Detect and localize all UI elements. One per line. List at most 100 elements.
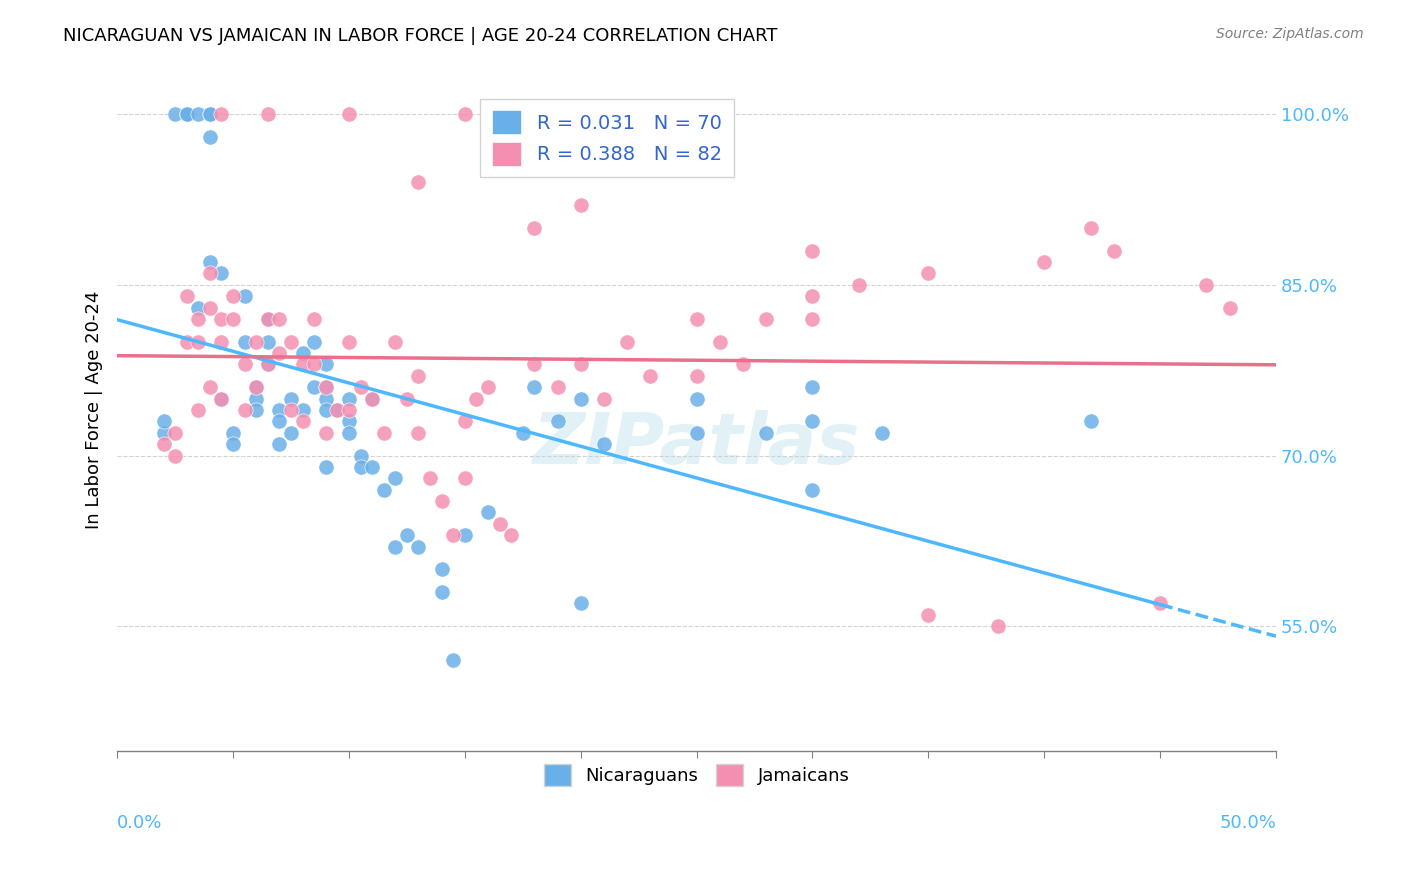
Point	[477, 505, 499, 519]
Point	[222, 312, 245, 326]
Text: NICARAGUAN VS JAMAICAN IN LABOR FORCE | AGE 20-24 CORRELATION CHART: NICARAGUAN VS JAMAICAN IN LABOR FORCE | …	[63, 27, 778, 45]
Point	[165, 425, 187, 440]
Point	[1219, 301, 1241, 315]
Point	[256, 312, 278, 326]
Point	[870, 425, 893, 440]
Point	[280, 392, 302, 406]
Point	[198, 107, 221, 121]
Point	[592, 437, 614, 451]
Point	[256, 358, 278, 372]
Point	[222, 437, 245, 451]
Point	[349, 380, 371, 394]
Point	[1102, 244, 1125, 258]
Point	[291, 358, 314, 372]
Text: Source: ZipAtlas.com: Source: ZipAtlas.com	[1216, 27, 1364, 41]
Point	[801, 414, 824, 428]
Point	[315, 403, 337, 417]
Point	[269, 346, 291, 360]
Point	[408, 175, 430, 189]
Point	[384, 471, 406, 485]
Point	[454, 107, 477, 121]
Point	[384, 540, 406, 554]
Text: 0.0%: 0.0%	[117, 814, 163, 832]
Point	[326, 403, 349, 417]
Point	[198, 129, 221, 144]
Point	[569, 392, 592, 406]
Point	[1149, 597, 1171, 611]
Point	[198, 255, 221, 269]
Point	[337, 392, 360, 406]
Point	[477, 380, 499, 394]
Point	[337, 414, 360, 428]
Point	[1195, 277, 1218, 292]
Point	[337, 425, 360, 440]
Point	[848, 277, 870, 292]
Point	[198, 107, 221, 121]
Point	[315, 459, 337, 474]
Point	[269, 437, 291, 451]
Point	[152, 414, 174, 428]
Point	[302, 380, 325, 394]
Point	[222, 425, 245, 440]
Point	[302, 312, 325, 326]
Point	[291, 346, 314, 360]
Point	[269, 312, 291, 326]
Point	[685, 312, 707, 326]
Point	[419, 471, 441, 485]
Point	[373, 425, 395, 440]
Point	[211, 107, 233, 121]
Point	[291, 414, 314, 428]
Point	[222, 289, 245, 303]
Point	[1033, 255, 1056, 269]
Point	[454, 528, 477, 542]
Point	[315, 380, 337, 394]
Point	[755, 312, 778, 326]
Point	[152, 437, 174, 451]
Y-axis label: In Labor Force | Age 20-24: In Labor Force | Age 20-24	[86, 291, 103, 529]
Point	[361, 392, 384, 406]
Point	[315, 392, 337, 406]
Point	[315, 358, 337, 372]
Point	[408, 540, 430, 554]
Point	[1080, 414, 1102, 428]
Text: 50.0%: 50.0%	[1219, 814, 1277, 832]
Point	[337, 334, 360, 349]
Point	[547, 380, 569, 394]
Point	[441, 653, 464, 667]
Point	[211, 266, 233, 280]
Point	[685, 368, 707, 383]
Point	[198, 380, 221, 394]
Point	[165, 107, 187, 121]
Point	[280, 425, 302, 440]
Point	[256, 312, 278, 326]
Point	[245, 392, 267, 406]
Point	[211, 392, 233, 406]
Point	[302, 334, 325, 349]
Point	[187, 312, 209, 326]
Point	[441, 528, 464, 542]
Legend: Nicaraguans, Jamaicans: Nicaraguans, Jamaicans	[533, 754, 860, 797]
Point	[454, 471, 477, 485]
Point	[430, 585, 453, 599]
Point	[523, 220, 546, 235]
Point	[176, 107, 198, 121]
Point	[801, 312, 824, 326]
Point	[1080, 220, 1102, 235]
Point	[755, 425, 778, 440]
Point	[454, 414, 477, 428]
Point	[176, 107, 198, 121]
Point	[917, 607, 939, 622]
Point	[198, 266, 221, 280]
Point	[315, 425, 337, 440]
Point	[245, 380, 267, 394]
Point	[176, 334, 198, 349]
Point	[233, 403, 256, 417]
Point	[256, 107, 278, 121]
Point	[408, 425, 430, 440]
Point	[291, 403, 314, 417]
Point	[176, 107, 198, 121]
Point	[349, 459, 371, 474]
Point	[801, 483, 824, 497]
Point	[488, 516, 510, 531]
Point	[280, 334, 302, 349]
